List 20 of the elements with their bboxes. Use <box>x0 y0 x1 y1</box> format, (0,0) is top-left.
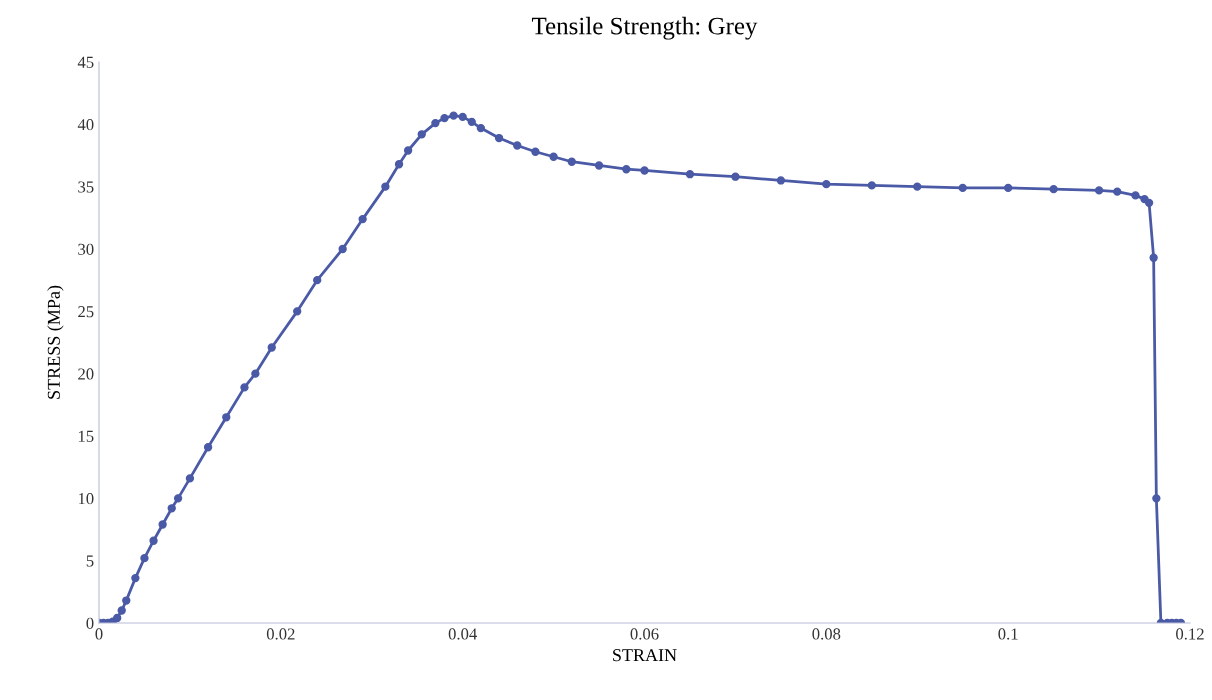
x-tick-label: 0.04 <box>448 628 477 640</box>
chart-title: Tensile Strength: Grey <box>531 16 758 40</box>
y-tick-label: 35 <box>78 181 94 193</box>
x-tick-label: 0.12 <box>1176 628 1204 640</box>
y-axis-title: STRESS (MPa) <box>47 285 64 399</box>
y-tick-label: 15 <box>78 430 94 442</box>
x-tick-label: 0.06 <box>630 628 659 640</box>
y-tick-label: 40 <box>77 119 94 131</box>
y-tick-label: 5 <box>86 555 94 567</box>
x-tick-label: 0.02 <box>266 628 295 640</box>
y-tick-label: 0 <box>86 617 94 629</box>
x-tick-label: 0 <box>95 628 103 640</box>
y-tick-label: 10 <box>78 493 94 505</box>
y-tick-label: 25 <box>78 306 94 318</box>
y-tick-label: 20 <box>78 368 94 380</box>
x-axis-title: STRAIN <box>613 649 677 662</box>
x-tick-label: 0.08 <box>812 628 841 640</box>
y-tick-label: 30 <box>78 243 94 255</box>
x-tick-label: 0.1 <box>998 628 1018 640</box>
y-tick-label: 45 <box>77 56 94 68</box>
